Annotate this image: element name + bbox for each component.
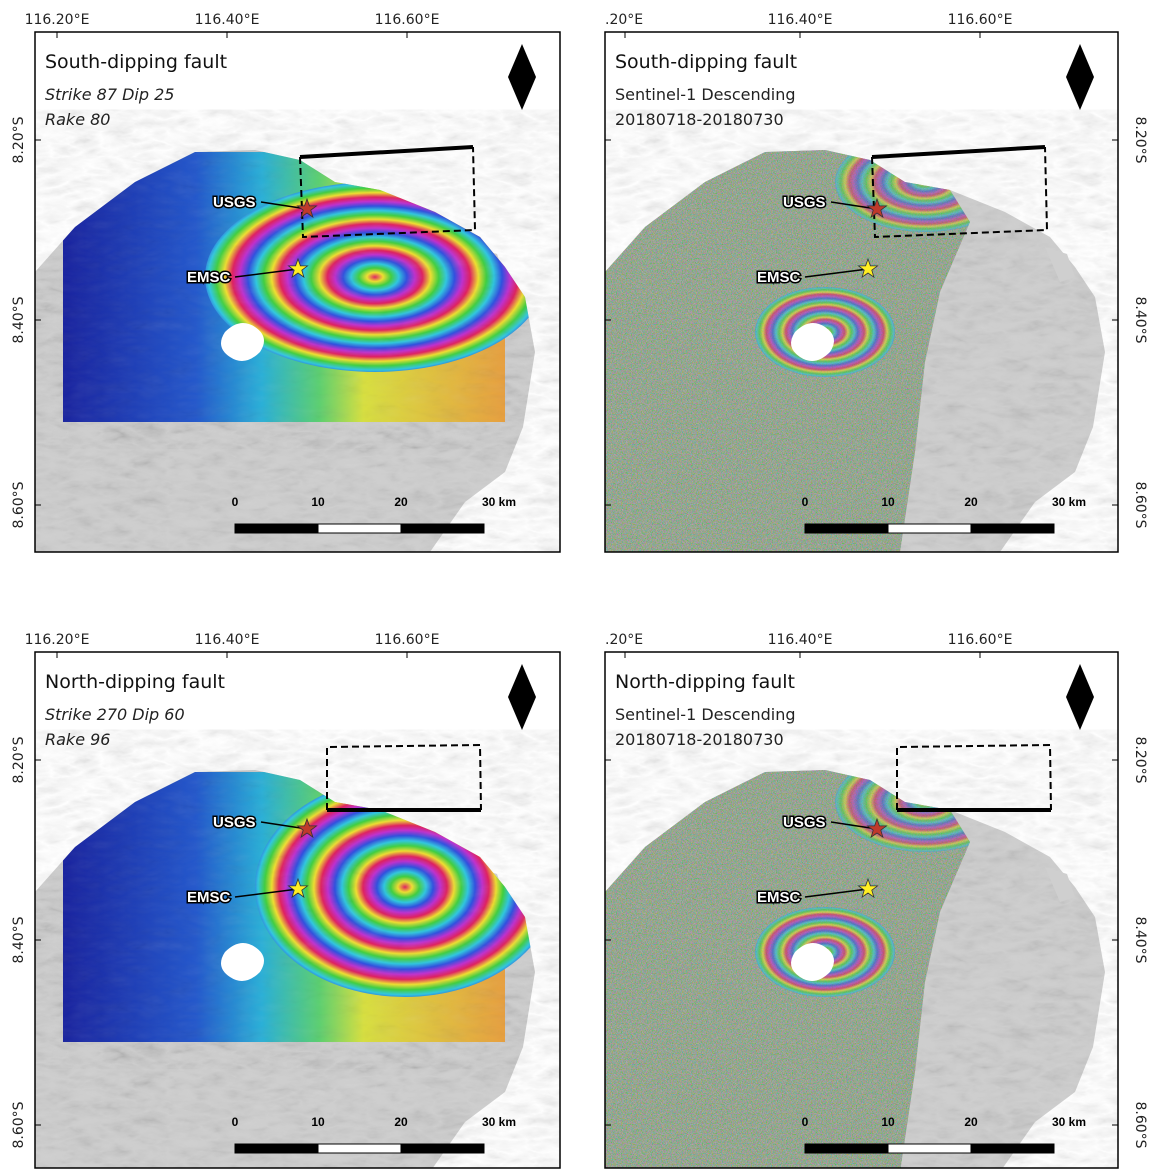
map-content: USGS EMSC 0 10 20 30 km South-dipping fault Str… bbox=[35, 32, 560, 552]
scale-label: 30 km bbox=[1052, 1115, 1086, 1129]
scale-label: 20 bbox=[964, 1115, 978, 1129]
lat-label: 8.40°S bbox=[11, 916, 27, 963]
lat-label: 8.60°S bbox=[11, 481, 27, 528]
scale-segment bbox=[971, 1144, 1054, 1153]
map-panel: USGS EMSC 0 10 20 30 km North-dipping fault Str… bbox=[11, 632, 560, 1169]
lat-label: 8.40°S bbox=[1132, 916, 1148, 963]
scale-label: 10 bbox=[881, 1115, 895, 1129]
panel-title: South-dipping fault bbox=[615, 51, 797, 73]
lon-label: 116.40°E bbox=[768, 12, 833, 28]
scale-label: 30 km bbox=[482, 495, 516, 509]
scale-label: 20 bbox=[964, 495, 978, 509]
scale-segment bbox=[888, 1144, 971, 1153]
scale-label: 30 km bbox=[1052, 495, 1086, 509]
scale-segment bbox=[888, 524, 971, 533]
marker-label: EMSC bbox=[757, 889, 801, 906]
map-panel: USGS EMSC 0 10 20 30 km South-dipping fault Str… bbox=[11, 12, 560, 552]
scale-label: 10 bbox=[311, 495, 325, 509]
scale-segment bbox=[318, 524, 401, 533]
panel-subtitle: 20180718-20180730 bbox=[615, 110, 784, 129]
map-content: USGS EMSC 0 10 20 30 km North-dipping fault Str… bbox=[35, 652, 560, 1169]
lon-label: 116.40°E bbox=[195, 632, 260, 648]
scale-segment bbox=[971, 524, 1054, 533]
panel-subtitle: Strike 87 Dip 25 bbox=[45, 85, 174, 104]
scale-label: 30 km bbox=[482, 1115, 516, 1129]
marker-label: USGS bbox=[213, 814, 256, 831]
lat-label: 8.40°S bbox=[1132, 296, 1148, 343]
lat-label: 8.60°S bbox=[1132, 481, 1148, 528]
figure: USGS EMSC 0 10 20 30 km South-dipping fault Str… bbox=[0, 0, 1157, 1169]
scale-segment bbox=[235, 524, 318, 533]
lon-label: 116.20°E bbox=[25, 12, 90, 28]
lat-label: 8.20°S bbox=[1132, 116, 1148, 163]
scale-label: 0 bbox=[802, 1115, 809, 1129]
scale-segment bbox=[805, 524, 888, 533]
lon-label: 116.40°E bbox=[768, 632, 833, 648]
lat-label: 8.20°S bbox=[1132, 736, 1148, 783]
scale-label: 0 bbox=[232, 1115, 239, 1129]
marker-label: USGS bbox=[213, 194, 256, 211]
lon-label: .20°E bbox=[605, 12, 643, 28]
lat-label: 8.60°S bbox=[1132, 1101, 1148, 1148]
scale-label: 20 bbox=[394, 495, 408, 509]
map-panel: USGS EMSC 0 10 20 30 km South-dipping fault Sen… bbox=[605, 12, 1148, 552]
map-content: USGS EMSC 0 10 20 30 km South-dipping fault Sen… bbox=[605, 32, 1118, 552]
lat-label: 8.20°S bbox=[11, 116, 27, 163]
scale-segment bbox=[401, 524, 484, 533]
marker-label: USGS bbox=[783, 194, 826, 211]
lon-label: 116.60°E bbox=[375, 632, 440, 648]
scale-label: 0 bbox=[232, 495, 239, 509]
marker-label: EMSC bbox=[757, 269, 801, 286]
lon-label: .20°E bbox=[605, 632, 643, 648]
scale-segment bbox=[235, 1144, 318, 1153]
scale-label: 10 bbox=[881, 495, 895, 509]
marker-label: EMSC bbox=[187, 889, 231, 906]
lon-label: 116.20°E bbox=[25, 632, 90, 648]
panel-subtitle: Rake 96 bbox=[45, 730, 110, 749]
scale-label: 20 bbox=[394, 1115, 408, 1129]
marker-label: USGS bbox=[783, 814, 826, 831]
panel-title: North-dipping fault bbox=[45, 671, 225, 693]
panel-title: South-dipping fault bbox=[45, 51, 227, 73]
lon-label: 116.60°E bbox=[948, 632, 1013, 648]
scale-segment bbox=[401, 1144, 484, 1153]
scale-segment bbox=[805, 1144, 888, 1153]
scale-segment bbox=[318, 1144, 401, 1153]
panel-subtitle: Sentinel-1 Descending bbox=[615, 85, 796, 104]
panel-subtitle: Rake 80 bbox=[45, 110, 110, 129]
scale-label: 0 bbox=[802, 495, 809, 509]
lat-label: 8.40°S bbox=[11, 296, 27, 343]
lat-label: 8.20°S bbox=[11, 736, 27, 783]
lon-label: 116.40°E bbox=[195, 12, 260, 28]
panel-title: North-dipping fault bbox=[615, 671, 795, 693]
lat-label: 8.60°S bbox=[11, 1101, 27, 1148]
lon-label: 116.60°E bbox=[375, 12, 440, 28]
panel-subtitle: Strike 270 Dip 60 bbox=[45, 705, 185, 724]
scale-label: 10 bbox=[311, 1115, 325, 1129]
map-content: USGS EMSC 0 10 20 30 km North-dipping fault Sen… bbox=[605, 652, 1118, 1169]
lon-label: 116.60°E bbox=[948, 12, 1013, 28]
marker-label: EMSC bbox=[187, 269, 231, 286]
map-panel: USGS EMSC 0 10 20 30 km North-dipping fault Sen… bbox=[605, 632, 1148, 1169]
panel-subtitle: Sentinel-1 Descending bbox=[615, 705, 796, 724]
panel-subtitle: 20180718-20180730 bbox=[615, 730, 784, 749]
